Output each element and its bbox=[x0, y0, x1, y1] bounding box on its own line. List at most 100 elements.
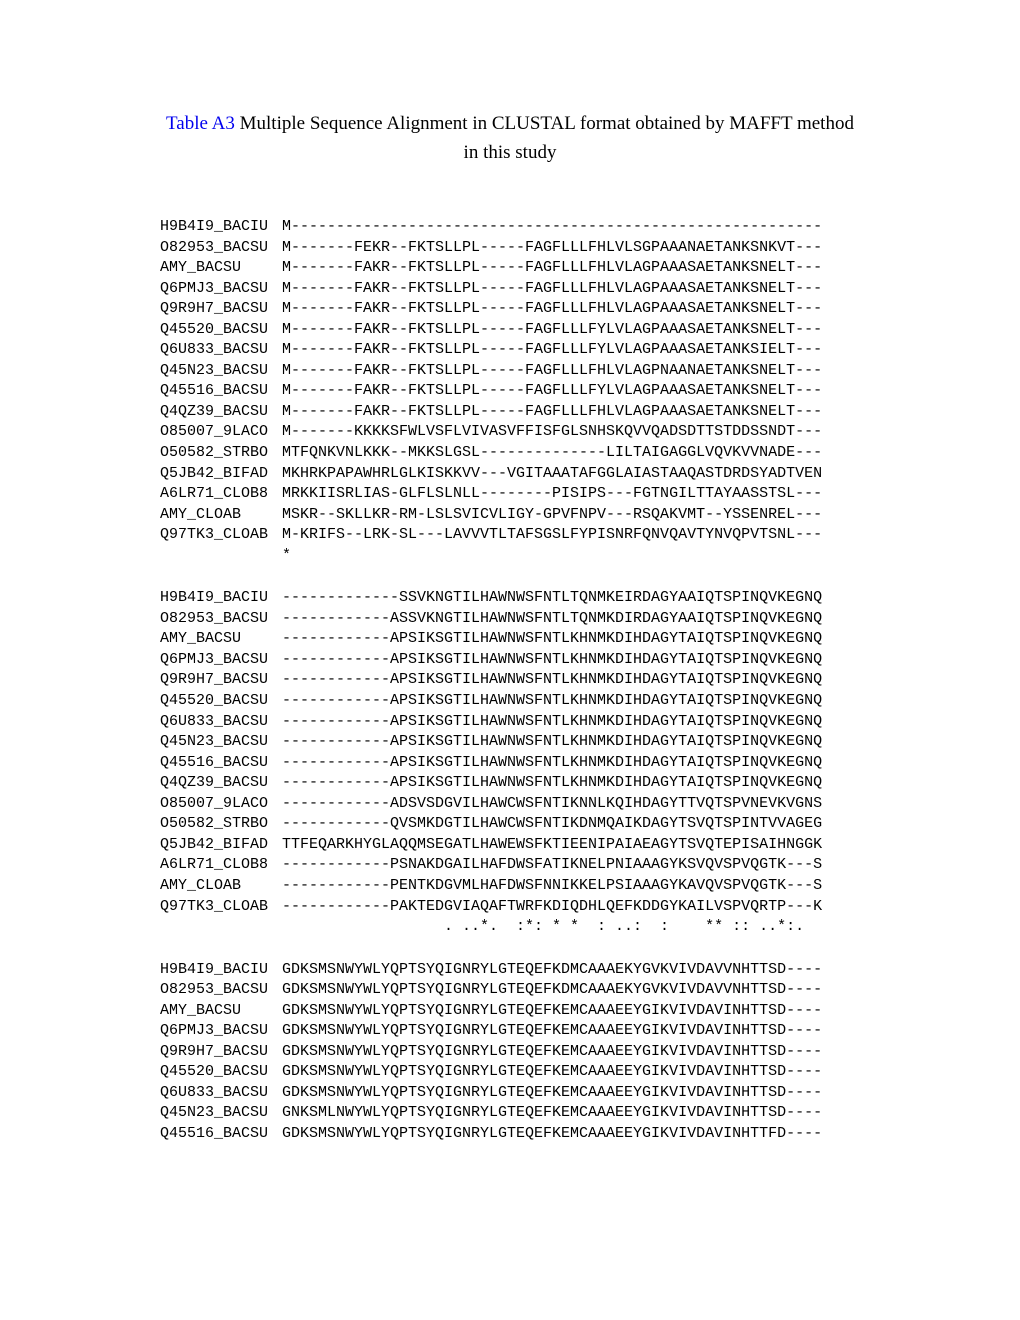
sequence-id: H9B4I9_BACIU bbox=[160, 588, 282, 609]
sequence-id: Q45516_BACSU bbox=[160, 381, 282, 402]
sequence-id: Q6PMJ3_BACSU bbox=[160, 650, 282, 671]
sequence-data: M-------KKKKSFWLVSFLVIVASVFFISFGLSNHSKQV… bbox=[282, 422, 860, 443]
alignment-row: Q45516_BACSUM-------FAKR--FKTSLLPL-----F… bbox=[160, 381, 860, 402]
conservation-line: . ..*. :*: * * : ..: : ** :: ..*:. bbox=[160, 917, 860, 938]
sequence-data: GNKSMLNWYWLYQPTSYQIGNRYLGTEQEFKEMCAAAEEY… bbox=[282, 1103, 860, 1124]
alignment-row: Q5JB42_BIFADMKHRKPAPAWHRLGLKISKKVV---VGI… bbox=[160, 464, 860, 485]
title-text: Multiple Sequence Alignment in CLUSTAL f… bbox=[235, 113, 854, 163]
sequence-id: O82953_BACSU bbox=[160, 238, 282, 259]
sequence-id: Q5JB42_BIFAD bbox=[160, 464, 282, 485]
alignment-row: Q97TK3_CLOAB------------PAKTEDGVIAQAFTWR… bbox=[160, 897, 860, 918]
sequence-data: ------------APSIKSGTILHAWNWSFNTLKHNMKDIH… bbox=[282, 773, 860, 794]
alignment-row: Q45516_BACSU------------APSIKSGTILHAWNWS… bbox=[160, 753, 860, 774]
sequence-data: M-------FAKR--FKTSLLPL-----FAGFLLLFHLVLA… bbox=[282, 258, 860, 279]
alignment-row: Q6U833_BACSUGDKSMSNWYWLYQPTSYQIGNRYLGTEQ… bbox=[160, 1083, 860, 1104]
sequence-data: M-------FAKR--FKTSLLPL-----FAGFLLLFYLVLA… bbox=[282, 340, 860, 361]
alignment-row: Q4QZ39_BACSUM-------FAKR--FKTSLLPL-----F… bbox=[160, 402, 860, 423]
sequence-data: GDKSMSNWYWLYQPTSYQIGNRYLGTEQEFKEMCAAAEEY… bbox=[282, 1083, 860, 1104]
sequence-data: ------------ASSVKNGTILHAWNWSFNTLTQNMKDIR… bbox=[282, 609, 860, 630]
sequence-id: AMY_BACSU bbox=[160, 1001, 282, 1022]
conservation-symbols: . ..*. :*: * * : ..: : ** :: ..*:. bbox=[282, 917, 860, 938]
alignment-row: H9B4I9_BACIUM---------------------------… bbox=[160, 217, 860, 238]
sequence-id: AMY_CLOAB bbox=[160, 505, 282, 526]
alignment-row: O82953_BACSUM-------FEKR--FKTSLLPL-----F… bbox=[160, 238, 860, 259]
conservation-symbols: * bbox=[282, 546, 860, 567]
table-ref-link[interactable]: Table A3 bbox=[166, 113, 235, 134]
sequence-id: Q4QZ39_BACSU bbox=[160, 402, 282, 423]
sequence-data: M-------FAKR--FKTSLLPL-----FAGFLLLFYLVLA… bbox=[282, 320, 860, 341]
conservation-line: * bbox=[160, 546, 860, 567]
sequence-data: ------------APSIKSGTILHAWNWSFNTLKHNMKDIH… bbox=[282, 629, 860, 650]
alignment-row: Q6PMJ3_BACSUGDKSMSNWYWLYQPTSYQIGNRYLGTEQ… bbox=[160, 1021, 860, 1042]
sequence-id: Q5JB42_BIFAD bbox=[160, 835, 282, 856]
sequence-id: Q6PMJ3_BACSU bbox=[160, 1021, 282, 1042]
alignment-row: Q9R9H7_BACSUM-------FAKR--FKTSLLPL-----F… bbox=[160, 299, 860, 320]
alignment-row: Q45520_BACSUGDKSMSNWYWLYQPTSYQIGNRYLGTEQ… bbox=[160, 1062, 860, 1083]
figure-title: Table A3 Multiple Sequence Alignment in … bbox=[160, 110, 860, 167]
sequence-data: ------------APSIKSGTILHAWNWSFNTLKHNMKDIH… bbox=[282, 712, 860, 733]
sequence-data: ------------APSIKSGTILHAWNWSFNTLKHNMKDIH… bbox=[282, 753, 860, 774]
alignment-row: Q9R9H7_BACSUGDKSMSNWYWLYQPTSYQIGNRYLGTEQ… bbox=[160, 1042, 860, 1063]
alignment-row: Q6PMJ3_BACSU------------APSIKSGTILHAWNWS… bbox=[160, 650, 860, 671]
sequence-id: H9B4I9_BACIU bbox=[160, 217, 282, 238]
alignment-row: AMY_CLOABMSKR--SKLLKR-RM-LSLSVICVLIGY-GP… bbox=[160, 505, 860, 526]
sequence-id: AMY_BACSU bbox=[160, 258, 282, 279]
conservation-spacer bbox=[160, 546, 282, 567]
sequence-data: ------------APSIKSGTILHAWNWSFNTLKHNMKDIH… bbox=[282, 732, 860, 753]
sequence-data: GDKSMSNWYWLYQPTSYQIGNRYLGTEQEFKDMCAAAEKY… bbox=[282, 980, 860, 1001]
sequence-data: MKHRKPAPAWHRLGLKISKKVV---VGITAAATAFGGLAI… bbox=[282, 464, 860, 485]
sequence-id: Q6U833_BACSU bbox=[160, 1083, 282, 1104]
sequence-id: Q45516_BACSU bbox=[160, 1124, 282, 1145]
sequence-data: ------------QVSMKDGTILHAWCWSFNTIKDNMQAIK… bbox=[282, 814, 860, 835]
sequence-id: Q45520_BACSU bbox=[160, 1062, 282, 1083]
alignment-row: Q9R9H7_BACSU------------APSIKSGTILHAWNWS… bbox=[160, 670, 860, 691]
sequence-id: A6LR71_CLOB8 bbox=[160, 855, 282, 876]
sequence-data: M-------FAKR--FKTSLLPL-----FAGFLLLFYLVLA… bbox=[282, 381, 860, 402]
sequence-id: Q6U833_BACSU bbox=[160, 712, 282, 733]
alignment-row: Q97TK3_CLOABM-KRIFS--LRK-SL---LAVVVTLTAF… bbox=[160, 525, 860, 546]
alignment-row: Q6U833_BACSU------------APSIKSGTILHAWNWS… bbox=[160, 712, 860, 733]
sequence-data: MSKR--SKLLKR-RM-LSLSVICVLIGY-GPVFNPV---R… bbox=[282, 505, 860, 526]
alignment-row: Q6PMJ3_BACSUM-------FAKR--FKTSLLPL-----F… bbox=[160, 279, 860, 300]
sequence-data: ------------PAKTEDGVIAQAFTWRFKDIQDHLQEFK… bbox=[282, 897, 860, 918]
sequence-data: M---------------------------------------… bbox=[282, 217, 860, 238]
alignment-row: H9B4I9_BACIUGDKSMSNWYWLYQPTSYQIGNRYLGTEQ… bbox=[160, 960, 860, 981]
alignment-row: O50582_STRBOMTFQNKVNLKKK--MKKSLGSL------… bbox=[160, 443, 860, 464]
alignment-row: Q6U833_BACSUM-------FAKR--FKTSLLPL-----F… bbox=[160, 340, 860, 361]
sequence-id: H9B4I9_BACIU bbox=[160, 960, 282, 981]
alignment-row: O82953_BACSUGDKSMSNWYWLYQPTSYQIGNRYLGTEQ… bbox=[160, 980, 860, 1001]
sequence-data: GDKSMSNWYWLYQPTSYQIGNRYLGTEQEFKEMCAAAEEY… bbox=[282, 1042, 860, 1063]
alignment-row: A6LR71_CLOB8------------PSNAKDGAILHAFDWS… bbox=[160, 855, 860, 876]
sequence-id: Q6PMJ3_BACSU bbox=[160, 279, 282, 300]
sequence-id: Q9R9H7_BACSU bbox=[160, 1042, 282, 1063]
alignment-row: AMY_BACSUM-------FAKR--FKTSLLPL-----FAGF… bbox=[160, 258, 860, 279]
sequence-id: O82953_BACSU bbox=[160, 980, 282, 1001]
sequence-data: GDKSMSNWYWLYQPTSYQIGNRYLGTEQEFKEMCAAAEEY… bbox=[282, 1001, 860, 1022]
alignment-row: Q45N23_BACSUM-------FAKR--FKTSLLPL-----F… bbox=[160, 361, 860, 382]
sequence-data: M-------FAKR--FKTSLLPL-----FAGFLLLFHLVLA… bbox=[282, 402, 860, 423]
alignment-row: AMY_BACSUGDKSMSNWYWLYQPTSYQIGNRYLGTEQEFK… bbox=[160, 1001, 860, 1022]
sequence-id: Q45516_BACSU bbox=[160, 753, 282, 774]
sequence-id: O85007_9LACO bbox=[160, 422, 282, 443]
alignment-row: Q4QZ39_BACSU------------APSIKSGTILHAWNWS… bbox=[160, 773, 860, 794]
conservation-spacer bbox=[160, 917, 282, 938]
alignment-row: Q45N23_BACSU------------APSIKSGTILHAWNWS… bbox=[160, 732, 860, 753]
alignment-block: H9B4I9_BACIUGDKSMSNWYWLYQPTSYQIGNRYLGTEQ… bbox=[160, 960, 860, 1145]
sequence-id: O82953_BACSU bbox=[160, 609, 282, 630]
alignment-row: Q5JB42_BIFADTTFEQARKHYGLAQQMSEGATLHAWEWS… bbox=[160, 835, 860, 856]
alignment-row: O50582_STRBO------------QVSMKDGTILHAWCWS… bbox=[160, 814, 860, 835]
sequence-id: Q97TK3_CLOAB bbox=[160, 897, 282, 918]
alignment-row: AMY_CLOAB------------PENTKDGVMLHAFDWSFNN… bbox=[160, 876, 860, 897]
sequence-data: ------------APSIKSGTILHAWNWSFNTLKHNMKDIH… bbox=[282, 691, 860, 712]
sequence-data: M-KRIFS--LRK-SL---LAVVVTLTAFSGSLFYPISNRF… bbox=[282, 525, 860, 546]
sequence-data: ------------APSIKSGTILHAWNWSFNTLKHNMKDIH… bbox=[282, 650, 860, 671]
sequence-data: GDKSMSNWYWLYQPTSYQIGNRYLGTEQEFKEMCAAAEEY… bbox=[282, 1124, 860, 1145]
sequence-id: Q4QZ39_BACSU bbox=[160, 773, 282, 794]
sequence-id: O50582_STRBO bbox=[160, 814, 282, 835]
sequence-data: GDKSMSNWYWLYQPTSYQIGNRYLGTEQEFKEMCAAAEEY… bbox=[282, 1062, 860, 1083]
sequence-id: Q45N23_BACSU bbox=[160, 361, 282, 382]
alignment-block: H9B4I9_BACIUM---------------------------… bbox=[160, 217, 860, 566]
alignment-row: Q45520_BACSU------------APSIKSGTILHAWNWS… bbox=[160, 691, 860, 712]
sequence-id: Q45N23_BACSU bbox=[160, 732, 282, 753]
alignment-row: O85007_9LACO------------ADSVSDGVILHAWCWS… bbox=[160, 794, 860, 815]
